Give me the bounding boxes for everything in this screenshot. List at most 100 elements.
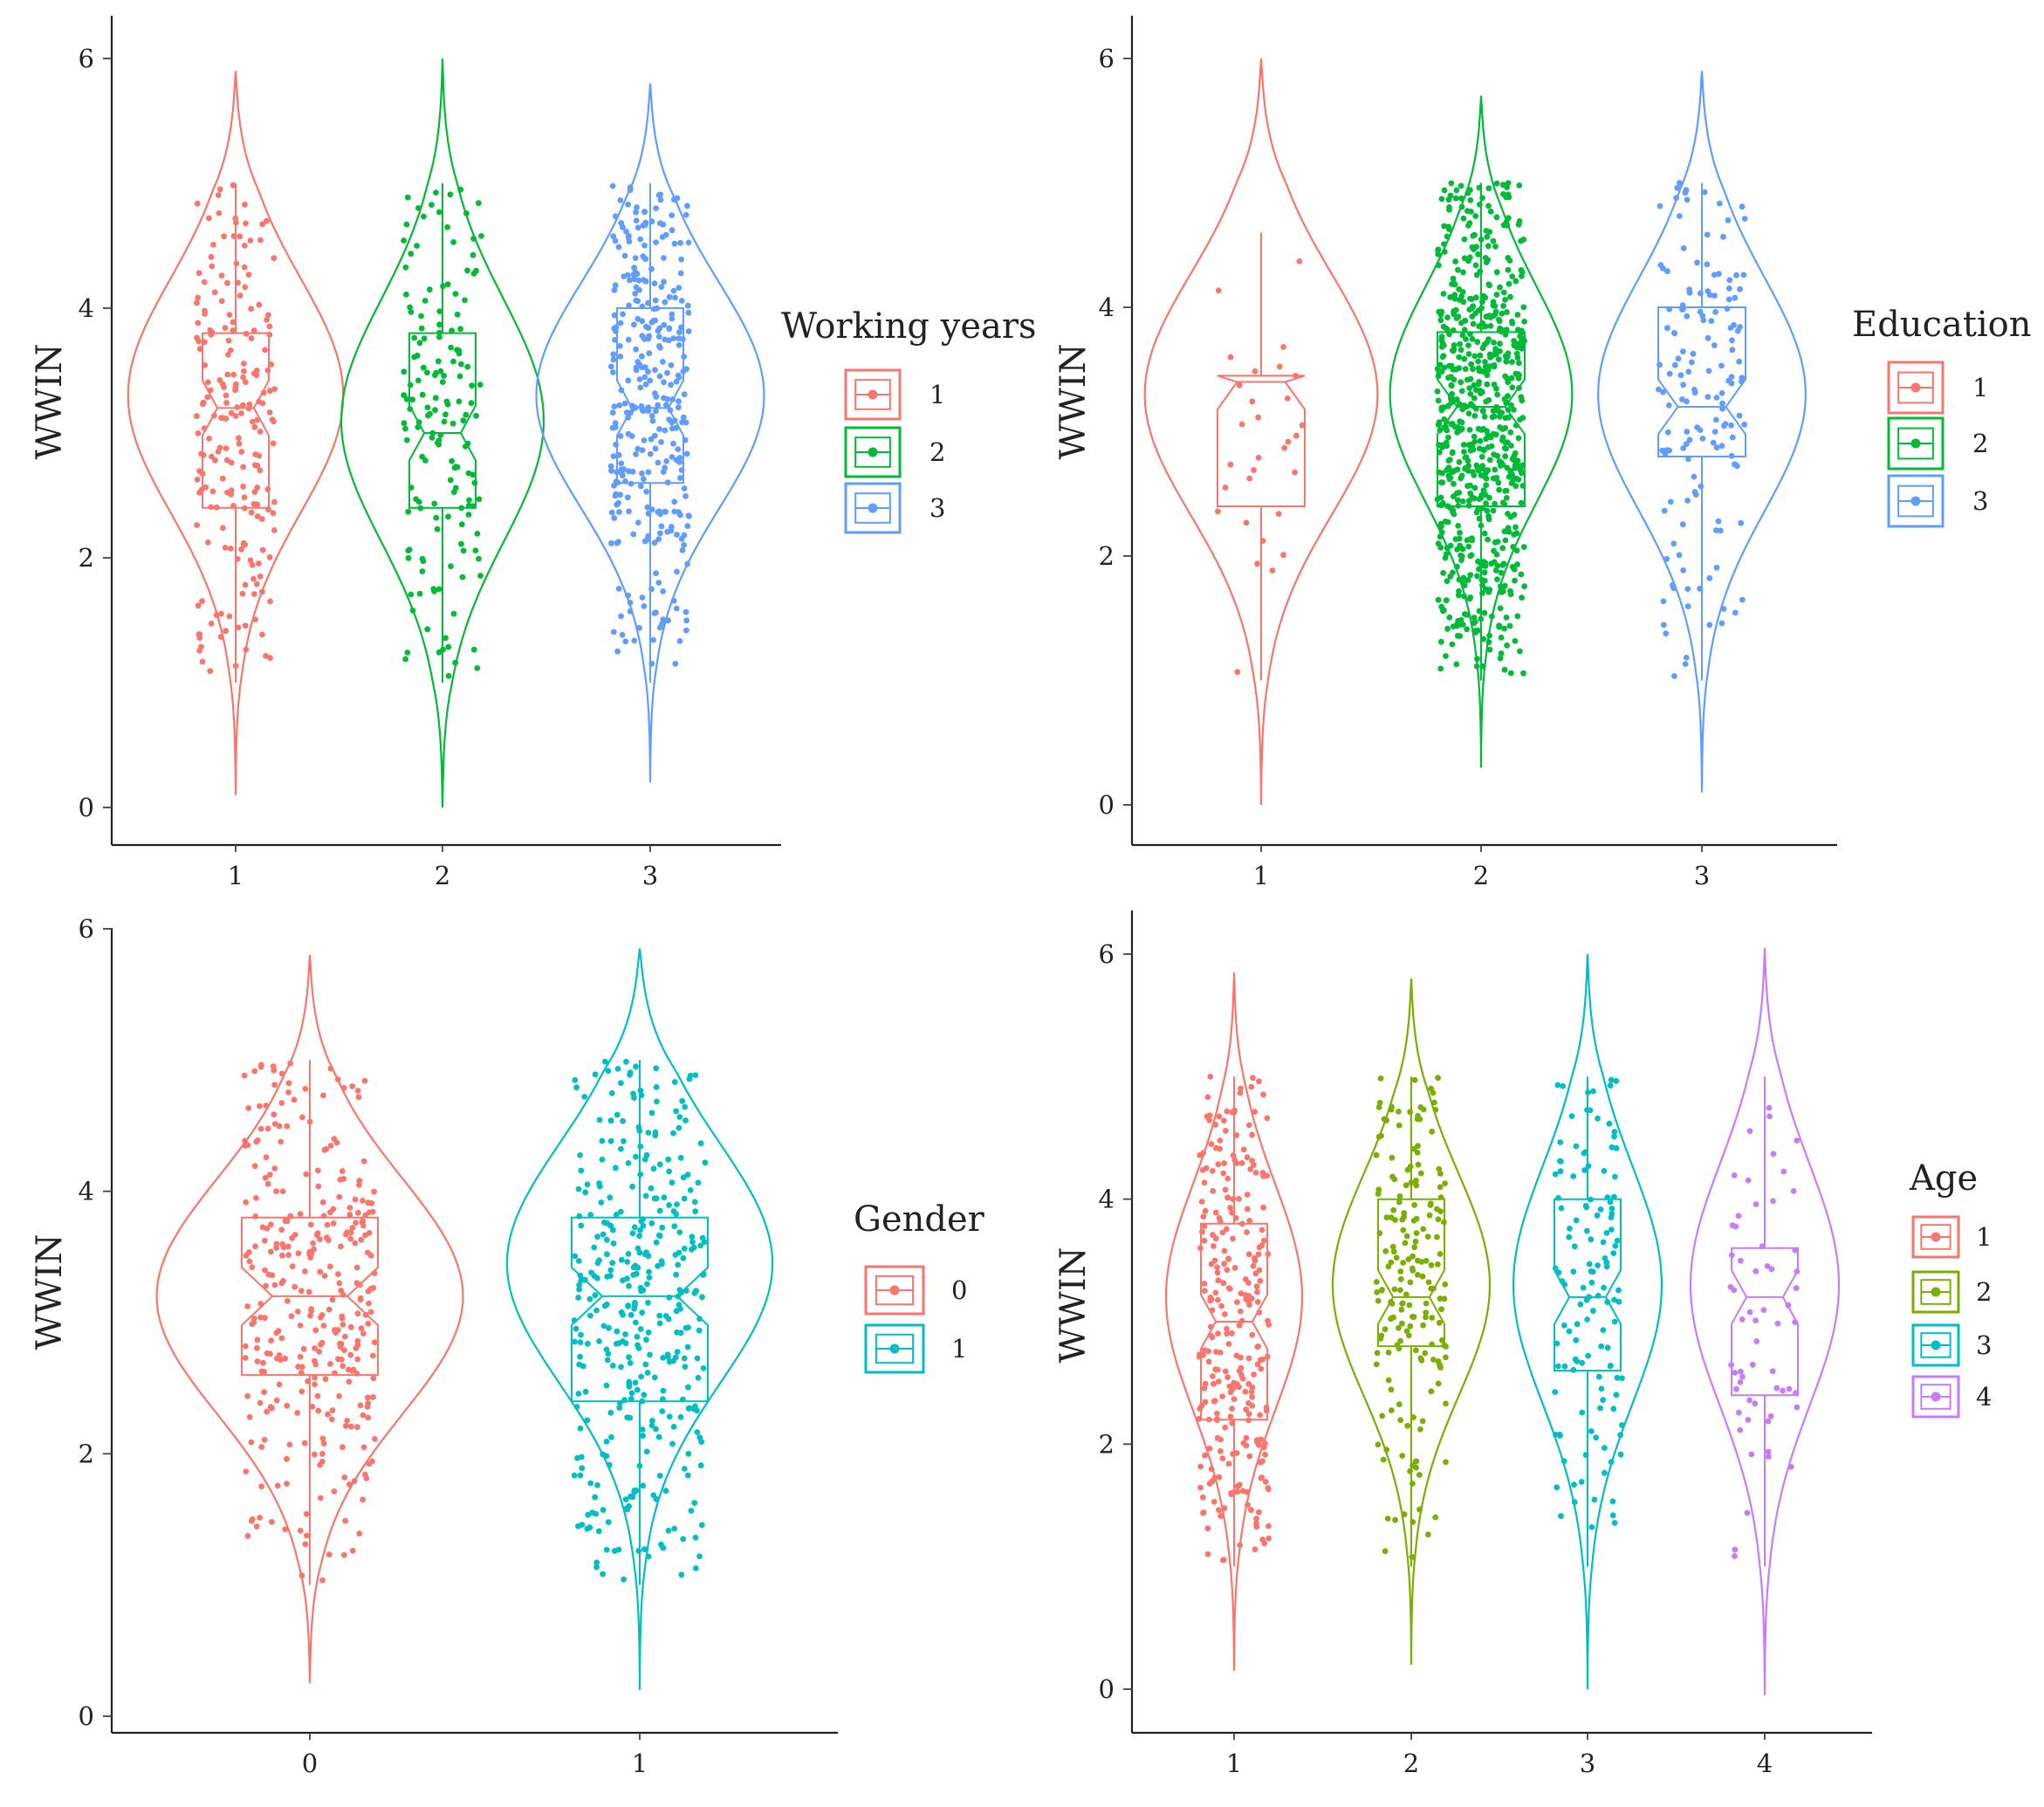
data-point: [669, 315, 676, 322]
data-point: [1684, 586, 1691, 592]
data-point: [1435, 1380, 1442, 1387]
data-point: [1450, 275, 1457, 282]
data-point: [1600, 1397, 1606, 1404]
data-point: [1501, 528, 1508, 535]
data-point: [320, 1092, 326, 1099]
data-point: [1383, 1214, 1390, 1220]
data-point: [1608, 1226, 1615, 1233]
data-point: [401, 237, 407, 244]
data-point: [648, 1422, 655, 1429]
data-point: [1233, 1132, 1240, 1138]
data-point: [266, 1171, 273, 1178]
data-point: [626, 1282, 632, 1289]
data-point: [684, 302, 691, 309]
data-point: [1275, 511, 1282, 517]
data-point: [1444, 503, 1451, 510]
data-point: [267, 598, 273, 605]
data-point: [1389, 1243, 1396, 1250]
data-point: [282, 1355, 288, 1362]
data-point: [1259, 1474, 1265, 1481]
data-point: [628, 409, 634, 416]
data-point: [349, 1225, 356, 1231]
data-point: [586, 1295, 593, 1302]
data-point: [1404, 1422, 1411, 1429]
data-point: [616, 402, 623, 409]
data-point: [660, 221, 667, 228]
data-point: [1373, 1361, 1380, 1368]
data-point: [1588, 1236, 1595, 1243]
data-point: [1458, 182, 1464, 189]
data-point: [1615, 1287, 1622, 1294]
data-point: [1766, 1104, 1773, 1111]
data-point: [1684, 196, 1691, 203]
data-point: [1434, 496, 1441, 503]
data-point: [1500, 289, 1507, 296]
data-point: [1260, 1204, 1266, 1211]
data-point: [418, 313, 424, 319]
legend: Gender 01: [854, 1199, 985, 1374]
data-point: [1475, 558, 1481, 565]
data-point: [1453, 661, 1460, 668]
data-point: [575, 1391, 582, 1397]
data-point: [1236, 381, 1243, 388]
data-point: [1383, 1446, 1390, 1453]
data-point: [421, 335, 428, 342]
data-point: [354, 1310, 361, 1317]
data-point: [1249, 1402, 1256, 1409]
data-point: [1432, 1514, 1439, 1521]
data-point: [1410, 1414, 1416, 1420]
data-point: [257, 573, 264, 580]
data-point: [676, 1229, 683, 1235]
data-point: [1201, 1237, 1208, 1244]
data-point: [1519, 346, 1525, 352]
data-point: [1619, 1422, 1625, 1428]
data-point: [1197, 1484, 1204, 1491]
legend-key-1: 1: [864, 1323, 967, 1374]
data-point: [1677, 180, 1683, 186]
data-point: [312, 1327, 319, 1334]
data-point: [652, 390, 658, 396]
data-point: [1483, 500, 1489, 506]
data-point: [465, 502, 472, 509]
data-point: [672, 294, 678, 301]
data-point: [677, 1305, 683, 1312]
data-point: [1680, 567, 1687, 574]
data-point: [671, 1525, 678, 1532]
data-point: [432, 395, 439, 402]
data-point: [1500, 191, 1506, 197]
data-point: [1794, 1137, 1801, 1144]
data-point: [360, 1444, 367, 1451]
data-point: [245, 271, 252, 278]
data-point: [1211, 1398, 1218, 1404]
data-point: [1520, 304, 1527, 311]
data-point: [1465, 223, 1471, 229]
data-point: [634, 1245, 641, 1252]
data-point: [1452, 258, 1458, 265]
data-point: [1478, 427, 1485, 433]
data-point: [1449, 450, 1456, 457]
data-point: [1249, 1131, 1255, 1138]
data-point: [1425, 1531, 1431, 1538]
data-point: [285, 1297, 291, 1304]
data-point: [435, 358, 442, 365]
data-point: [1486, 632, 1492, 639]
data-point: [614, 1328, 621, 1335]
data-point: [640, 1482, 647, 1489]
data-point: [620, 223, 626, 230]
data-point: [1465, 342, 1471, 348]
data-point: [257, 1314, 264, 1321]
data-point: [429, 429, 436, 436]
data-point: [201, 425, 208, 431]
data-point: [648, 586, 655, 593]
data-point: [402, 425, 408, 432]
data-point: [645, 404, 652, 411]
data-point: [352, 1196, 359, 1203]
data-point: [1736, 412, 1743, 419]
data-point: [303, 1511, 310, 1517]
legend-key-dot: [1931, 1340, 1941, 1350]
data-point: [266, 323, 273, 330]
data-point: [1498, 634, 1505, 641]
data-point: [1213, 1349, 1219, 1355]
data-point: [687, 1187, 694, 1193]
data-point: [433, 189, 439, 196]
